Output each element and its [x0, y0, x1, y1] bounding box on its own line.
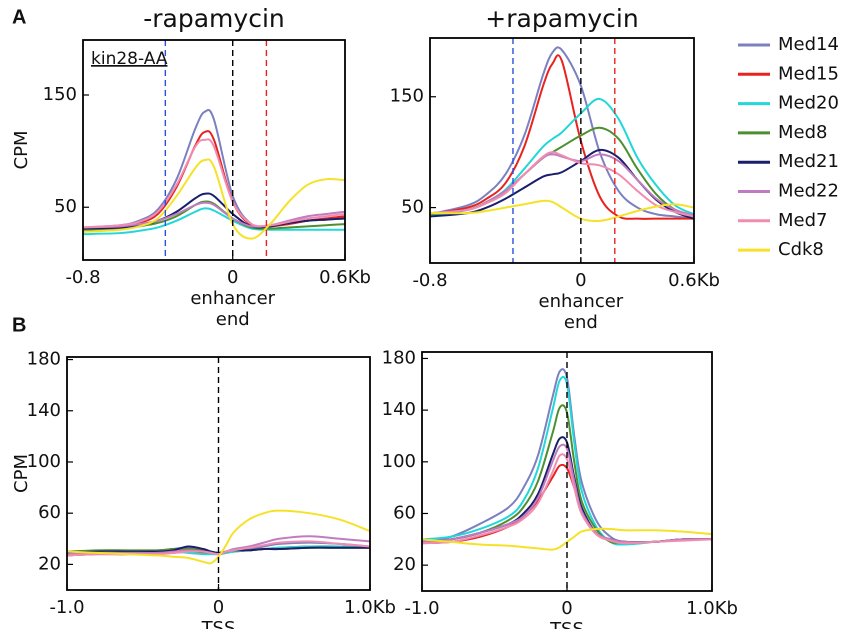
x-tick-label: -0.8	[65, 267, 100, 288]
series-line	[422, 527, 712, 551]
x-axis-label: TSS	[201, 618, 236, 629]
series-line	[430, 151, 694, 218]
x-tick-label: 0.6Kb	[319, 267, 371, 288]
series-line	[83, 207, 345, 236]
legend-label: Med8	[778, 122, 827, 143]
x-tick-label: 0	[213, 597, 224, 618]
y-tick-label: 140	[27, 400, 61, 421]
series-line	[83, 158, 345, 240]
plot-area	[67, 509, 370, 565]
x-tick-label: 0	[227, 267, 238, 288]
series-line	[422, 453, 712, 545]
series-line	[83, 201, 345, 229]
x-tick-label: 1.0Kb	[344, 597, 396, 618]
x-axis-label: enhancer	[539, 291, 624, 312]
annotation: kin28-AA	[91, 49, 168, 69]
chart-title: -rapamycin	[143, 4, 285, 33]
legend-label: Cdk8	[778, 239, 824, 260]
y-axis-label: CPM	[11, 454, 32, 493]
chart-title: +rapamycin	[485, 4, 638, 33]
legend-label: Med22	[778, 181, 839, 202]
y-tick-label: 100	[27, 451, 61, 472]
x-tick-label: 0	[561, 598, 572, 619]
legend-label: Med14	[778, 34, 839, 55]
plot-area	[83, 108, 345, 240]
panel-label: B	[12, 314, 26, 336]
series-line	[430, 199, 694, 223]
panel-label: A	[12, 6, 26, 28]
x-axis-label: enhancer	[190, 288, 275, 309]
y-tick-label: 180	[382, 347, 416, 368]
x-axis-label: TSS	[549, 619, 584, 629]
series-line	[430, 54, 694, 220]
x-tick-label: 1.0Kb	[686, 598, 738, 619]
x-tick-label: 0.6Kb	[668, 270, 720, 291]
y-tick-label: 60	[38, 502, 61, 523]
axes-frame	[429, 37, 695, 264]
y-tick-label: 50	[54, 196, 77, 217]
series-line	[430, 153, 694, 217]
y-tick-label: 150	[43, 84, 77, 105]
legend-label: Med15	[778, 63, 839, 84]
y-tick-label: 150	[390, 86, 424, 107]
y-tick-label: 140	[382, 399, 416, 420]
y-tick-label: 20	[38, 553, 61, 574]
legend-label: Med21	[778, 151, 839, 172]
y-tick-label: 180	[27, 349, 61, 370]
series-line	[83, 138, 345, 229]
legend-label: Med20	[778, 93, 839, 114]
series-line	[430, 46, 694, 220]
legend-label: Med7	[778, 210, 827, 231]
x-tick-label: -1.0	[49, 597, 84, 618]
series-line	[67, 509, 370, 565]
x-tick-label: -0.8	[412, 270, 447, 291]
plot-area	[430, 46, 694, 223]
y-tick-label: 20	[393, 554, 416, 575]
y-tick-label: 60	[393, 502, 416, 523]
y-axis-label: CPM	[11, 131, 32, 170]
y-tick-label: 100	[382, 451, 416, 472]
x-tick-label: 0	[575, 270, 586, 291]
y-tick-label: 50	[401, 197, 424, 218]
axes-frame	[82, 39, 346, 261]
x-axis-label: end	[216, 309, 250, 330]
x-axis-label: end	[564, 312, 598, 333]
x-tick-label: -1.0	[404, 598, 439, 619]
